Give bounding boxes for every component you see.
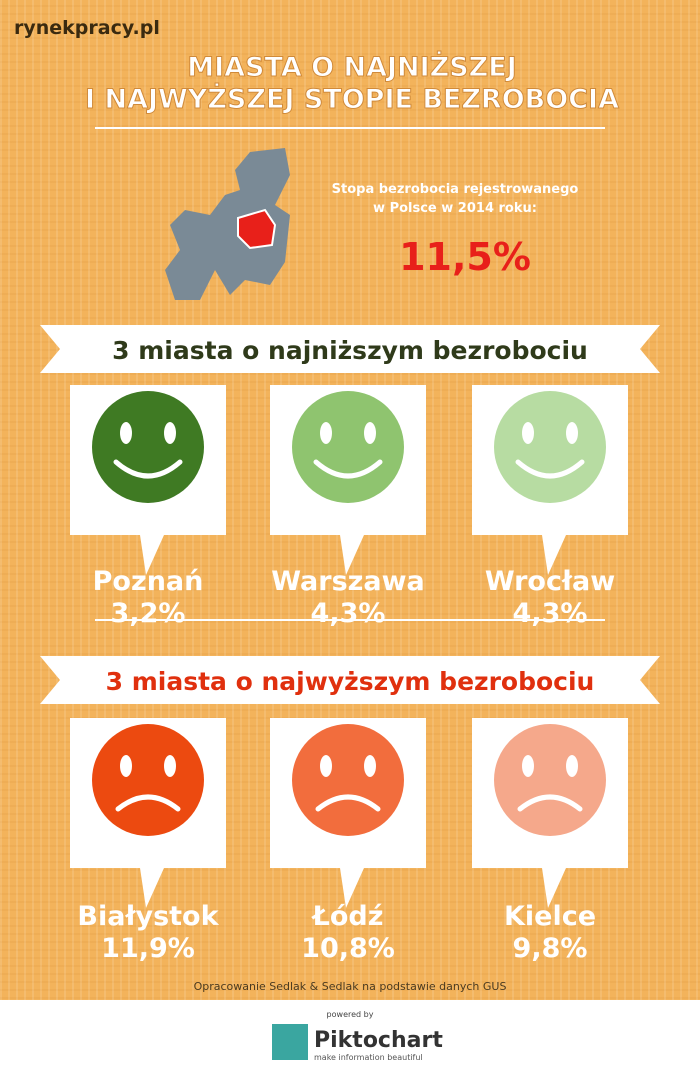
eye bbox=[522, 755, 534, 777]
face bbox=[92, 724, 204, 836]
eye bbox=[164, 755, 176, 777]
mouth bbox=[313, 459, 383, 479]
eye bbox=[320, 755, 332, 777]
national-value: 11,5% bbox=[399, 235, 531, 279]
city-value: 10,8% bbox=[301, 933, 395, 964]
city-name: Kielce bbox=[504, 901, 596, 932]
section-heading: 3 miasta o najniższym bezrobociu bbox=[112, 336, 588, 365]
eye bbox=[566, 755, 578, 777]
tagline: make information beautiful bbox=[314, 1053, 423, 1062]
eye bbox=[120, 755, 132, 777]
brand: rynekpracy.pl bbox=[14, 17, 160, 39]
city-value: 3,2% bbox=[111, 598, 186, 629]
title-line: I NAJWYŻSZEJ STOPIE BEZROBOCIA bbox=[85, 83, 619, 115]
eye bbox=[522, 422, 534, 444]
banner bbox=[40, 656, 660, 704]
title-line: MIASTA O NAJNIŻSZEJ bbox=[187, 51, 517, 83]
face bbox=[92, 391, 204, 503]
eye bbox=[364, 422, 376, 444]
mouth bbox=[517, 794, 583, 812]
banner bbox=[40, 325, 660, 373]
face bbox=[292, 724, 404, 836]
city-value: 11,9% bbox=[101, 933, 195, 964]
europe-map bbox=[165, 148, 290, 300]
face bbox=[292, 391, 404, 503]
logo-icon bbox=[272, 1024, 308, 1060]
source: Opracowanie Sedlak & Sedlak na podstawie… bbox=[194, 980, 507, 993]
city-value: 9,8% bbox=[513, 933, 588, 964]
city-name: Warszawa bbox=[271, 566, 425, 597]
face bbox=[494, 724, 606, 836]
city-name: Białystok bbox=[77, 901, 219, 932]
face bbox=[494, 391, 606, 503]
eye bbox=[120, 422, 132, 444]
footer bbox=[0, 1000, 700, 1071]
powered: powered by bbox=[327, 1010, 374, 1019]
logo: Piktochart bbox=[314, 1028, 443, 1053]
city-value: 4,3% bbox=[311, 598, 386, 629]
caption: Stopa bezrobocia rejestrowanego bbox=[332, 182, 579, 197]
city-name: Wrocław bbox=[485, 566, 615, 597]
eye bbox=[320, 422, 332, 444]
mouth bbox=[515, 459, 585, 479]
eye bbox=[364, 755, 376, 777]
city-name: Poznań bbox=[93, 566, 204, 597]
caption: w Polsce w 2014 roku: bbox=[373, 201, 537, 216]
section-heading: 3 miasta o najwyższym bezrobociu bbox=[106, 667, 595, 696]
eye bbox=[566, 422, 578, 444]
mouth bbox=[315, 794, 381, 812]
mouth bbox=[115, 794, 181, 812]
city-value: 4,3% bbox=[513, 598, 588, 629]
eye bbox=[164, 422, 176, 444]
mouth bbox=[113, 459, 183, 479]
city-name: Łódź bbox=[311, 901, 384, 932]
